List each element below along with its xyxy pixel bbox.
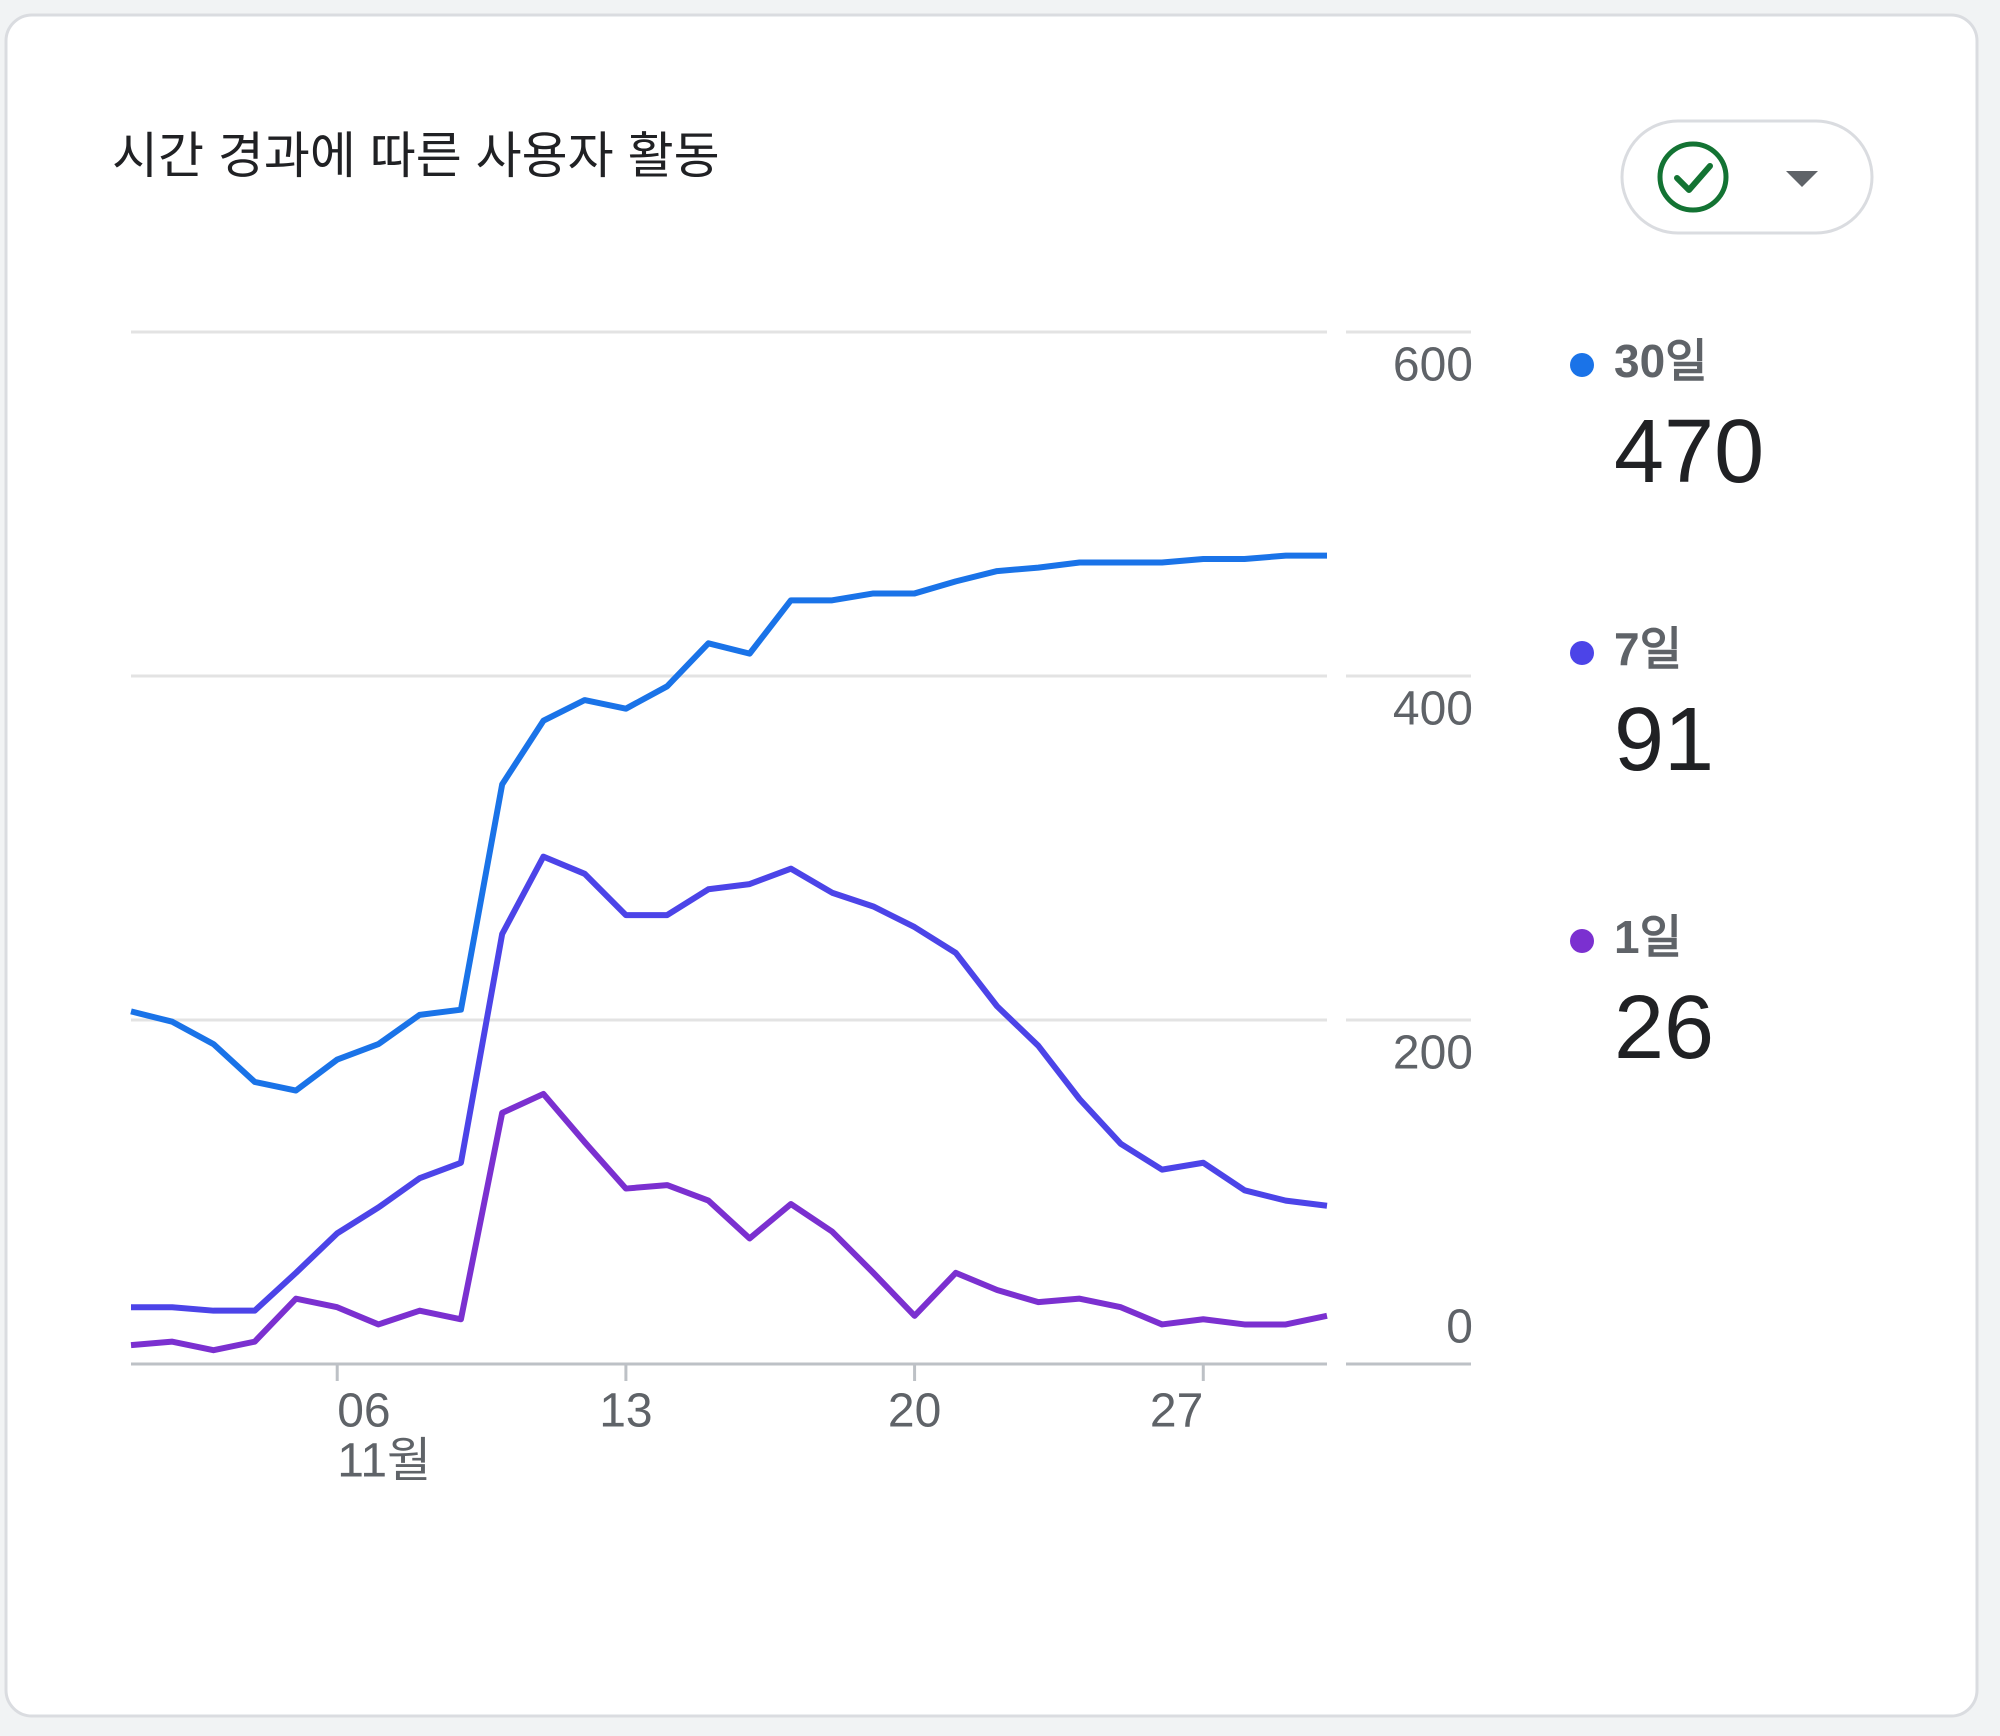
x-tick-label: 27 — [1150, 1385, 1203, 1438]
x-month-label: 11월 — [337, 1435, 431, 1488]
series-line — [130, 552, 1327, 1094]
legend-dot — [1570, 929, 1594, 953]
y-tick-label: 0 — [1446, 1301, 1473, 1354]
dropdown-pill[interactable] — [1620, 119, 1874, 235]
dropdown[interactable] — [1620, 119, 1874, 235]
x-tick-label: 06 — [337, 1385, 390, 1438]
legend-name: 7일 — [1614, 623, 1682, 675]
dropdown-arrow — [1786, 171, 1818, 187]
x-tick-label: 20 — [888, 1385, 941, 1438]
series-line — [131, 853, 1328, 1314]
y-tick-label: 200 — [1393, 1027, 1473, 1080]
legend-dot — [1570, 641, 1594, 665]
x-tick-label: 13 — [599, 1385, 652, 1438]
check-mark — [1674, 163, 1713, 193]
legend-value: 91 — [1614, 690, 1714, 790]
chart-title: 시간 경과에 따른 사용자 활동 — [112, 128, 720, 184]
legend-name: 30일 — [1614, 335, 1708, 387]
card — [4, 13, 1979, 1718]
check-icon — [1657, 141, 1729, 213]
series-line — [130, 1090, 1328, 1354]
y-tick-label: 400 — [1393, 683, 1473, 736]
y-tick-label: 600 — [1393, 339, 1473, 392]
legend-value: 470 — [1614, 402, 1764, 502]
legend-name: 1일 — [1614, 911, 1682, 963]
legend-value: 26 — [1614, 978, 1714, 1078]
legend-dot — [1570, 353, 1594, 377]
